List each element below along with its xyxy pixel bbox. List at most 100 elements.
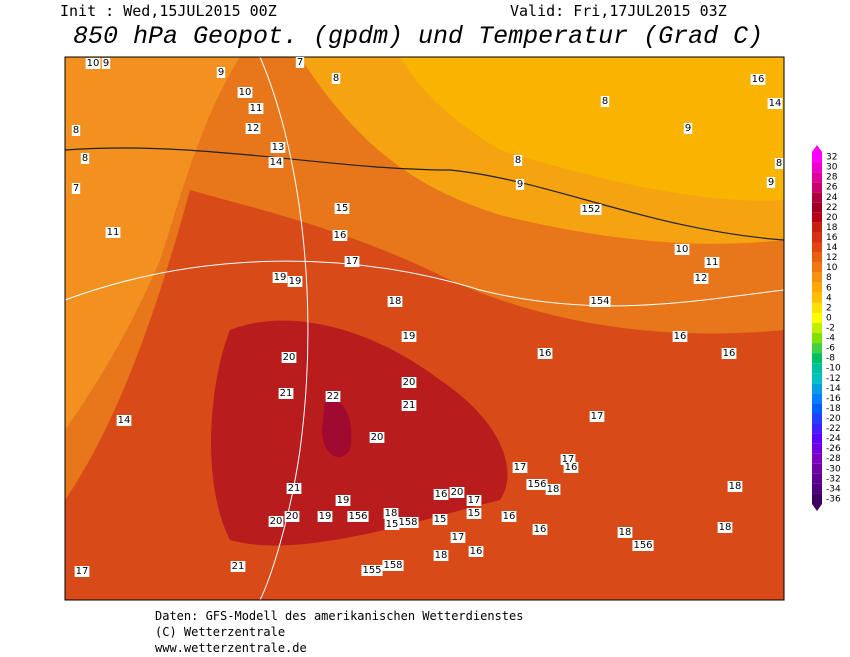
contour-label: 8	[333, 73, 339, 84]
label-box	[717, 522, 733, 533]
contour-label: 21	[280, 388, 293, 399]
contour-label: 20	[283, 352, 296, 363]
colorbar-label: -20	[826, 414, 841, 424]
label-box	[774, 158, 784, 169]
label-box	[295, 57, 305, 68]
colorbar-label: 14	[826, 243, 838, 253]
contour-label: 9	[517, 179, 523, 190]
contour-label: 152	[581, 204, 600, 215]
label-box	[693, 273, 709, 284]
contour-label: 18	[729, 481, 742, 492]
contour-label: 17	[591, 411, 604, 422]
contour-label: 20	[451, 487, 464, 498]
contour-label: 7	[73, 183, 79, 194]
hot-core	[211, 320, 508, 546]
label-box	[268, 516, 284, 527]
label-box	[317, 511, 333, 522]
colorbar-label: 0	[826, 313, 832, 323]
colorbar-swatch	[812, 152, 822, 163]
label-box	[432, 514, 448, 525]
colorbar-swatch	[812, 252, 822, 263]
contour-label: 16	[503, 511, 516, 522]
colorbar-swatch	[812, 353, 822, 364]
colorbar-swatch	[812, 493, 822, 504]
contour-label: 14	[270, 157, 283, 168]
colorbar-label: -36	[826, 494, 841, 504]
label-box	[332, 230, 348, 241]
colorbar-swatch	[812, 403, 822, 414]
contour-label: 20	[371, 432, 384, 443]
contour-label: 17	[452, 532, 465, 543]
colorbar-label: -34	[826, 484, 841, 494]
colorbar-label: 22	[826, 203, 837, 213]
contour-label: 18	[547, 484, 560, 495]
label-box	[501, 511, 517, 522]
contour-label: 19	[289, 276, 302, 287]
label-box	[286, 483, 302, 494]
contour-label: 8	[82, 153, 88, 164]
colorbar-label: 8	[826, 273, 832, 283]
label-box	[237, 87, 253, 98]
contour-label: 16	[674, 331, 687, 342]
valid-time: Valid: Fri,17JUL2015 03Z	[510, 2, 727, 20]
label-box	[344, 256, 360, 267]
label-box	[382, 560, 404, 571]
colorbar-swatch	[812, 282, 822, 293]
map	[64, 56, 785, 601]
contour-label: 15	[468, 508, 481, 519]
hot-peak	[322, 399, 352, 458]
contour-label: 16	[334, 230, 347, 241]
contour-label: 21	[232, 561, 245, 572]
colorbar-label: -18	[826, 404, 841, 414]
colorbar-label: -32	[826, 474, 841, 484]
label-box	[347, 511, 369, 522]
contour-label: 21	[403, 400, 416, 411]
colorbar-label: -10	[826, 364, 841, 374]
label-box	[683, 123, 693, 134]
colorbar-swatch	[812, 202, 822, 213]
colorbar-swatch	[812, 172, 822, 183]
contour-label: 8	[602, 96, 608, 107]
contour-label: 156	[348, 511, 367, 522]
contour-label: 19	[403, 331, 416, 342]
footer-source: Daten: GFS-Modell des amerikanischen Wet…	[155, 609, 523, 623]
label-box	[532, 524, 548, 535]
init-time: Init : Wed,15JUL2015 00Z	[60, 2, 277, 20]
cool-zone	[65, 57, 240, 430]
colorbar-swatch	[812, 443, 822, 454]
label-box	[230, 561, 246, 572]
label-box	[116, 415, 132, 426]
contour-label: 12	[695, 273, 708, 284]
contour-label: 21	[288, 483, 301, 494]
contour-label: 9	[103, 58, 109, 69]
label-box	[248, 103, 264, 114]
colorbar-label: -26	[826, 444, 841, 454]
colorbar-swatch	[812, 463, 822, 474]
contour-label: 154	[590, 296, 609, 307]
colorbar-swatch	[812, 373, 822, 384]
colorbar-swatch	[812, 363, 822, 374]
label-box	[369, 432, 385, 443]
colorbar-label: -22	[826, 424, 841, 434]
colorbar-label: 32	[826, 153, 837, 163]
colorbar-label: -2	[826, 324, 835, 334]
contour-label: 17	[562, 454, 575, 465]
contour-label: 18	[719, 522, 732, 533]
contour-label: 15	[336, 203, 349, 214]
title: 850 hPa Geopot. (gpdm) und Temperatur (G…	[73, 22, 763, 51]
label-box	[361, 565, 383, 576]
label-box	[335, 495, 351, 506]
colorbar-label: 26	[826, 183, 838, 193]
contour-label: 13	[272, 142, 285, 153]
colorbar-label: -28	[826, 454, 841, 464]
contour-label: 19	[274, 272, 287, 283]
label-box	[512, 462, 528, 473]
label-box	[704, 257, 720, 268]
label-box	[74, 566, 90, 577]
contour-label: 8	[515, 155, 521, 166]
label-box	[617, 527, 633, 538]
label-box	[384, 519, 400, 530]
colorbar-label: -4	[826, 334, 835, 344]
